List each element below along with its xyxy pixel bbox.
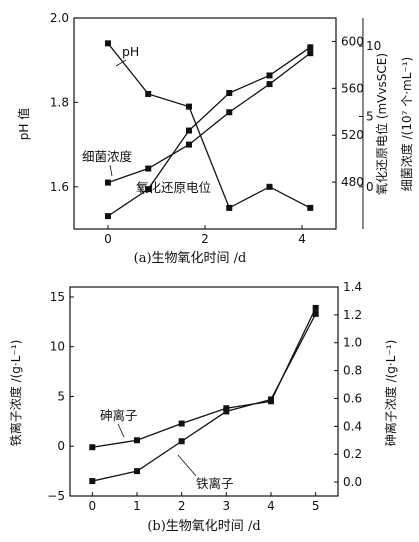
y-left-tick-label: 10 bbox=[50, 340, 65, 354]
leader-orp bbox=[137, 183, 145, 195]
ylabel-right1-a: 氧化还原电位 (mVvsSCE) bbox=[374, 53, 389, 195]
series-1-0-point bbox=[312, 304, 319, 311]
x-tick-label: 3 bbox=[223, 499, 231, 513]
y-right1-tick-label: 520 bbox=[341, 128, 364, 142]
series-0-2-point bbox=[226, 109, 233, 116]
leader-iron bbox=[177, 454, 197, 477]
ylabel-right-b: 砷离子浓度 /(g·L⁻¹) bbox=[383, 340, 398, 446]
ylabel-right2-a: 细菌浓度 /(10⁷ 个·mL⁻¹) bbox=[399, 57, 414, 191]
series-0-2-point bbox=[307, 50, 314, 57]
series-1-0-point bbox=[89, 444, 96, 451]
series-1-1-point bbox=[89, 478, 96, 485]
y-left-tick-label: 5 bbox=[57, 389, 65, 403]
series-0-0-point bbox=[226, 204, 233, 211]
y-right2-tick-label: 5 bbox=[366, 109, 374, 123]
series-0-1-point bbox=[145, 186, 152, 193]
series-0-2-point bbox=[185, 141, 192, 148]
y-right-tick-label: 1.2 bbox=[343, 308, 362, 322]
y-right-tick-label: 1.0 bbox=[343, 336, 362, 350]
y-right-tick-label: 0.2 bbox=[343, 447, 362, 461]
y-right-tick-label: 0.8 bbox=[343, 364, 362, 378]
y-left-tick-label: 2.0 bbox=[50, 11, 69, 25]
annotation-iron: 铁离子 bbox=[196, 476, 234, 491]
series-0-0-point bbox=[266, 183, 273, 190]
annotation-arsenic: 砷离子 bbox=[100, 408, 138, 423]
x-tick-label: 1 bbox=[133, 499, 141, 513]
y-right1-tick-label: 600 bbox=[341, 34, 364, 48]
x-tick-label: 0 bbox=[89, 499, 97, 513]
series-1-1-point bbox=[268, 396, 274, 403]
series-0-1-point bbox=[307, 44, 314, 51]
series-0-0-point bbox=[185, 103, 192, 110]
series-1-0-point bbox=[178, 420, 185, 427]
y-right1-tick-label: 480 bbox=[341, 175, 364, 189]
panel-a: 0 2 4 1.6 1.8 2.0 480 520 560 600 0 5 10 pH 细菌浓度 氧化还… bbox=[16, 11, 414, 266]
series-0-2-line bbox=[107, 52, 311, 184]
y-right-tick-label: 1.4 bbox=[343, 280, 362, 294]
leader-ph bbox=[115, 59, 127, 67]
series-0-1-point bbox=[104, 213, 111, 220]
series-1-1-point bbox=[178, 438, 185, 445]
y-left-tick-label: 15 bbox=[50, 290, 65, 304]
series-0-2-point bbox=[104, 179, 111, 186]
plot-frame-b bbox=[69, 286, 339, 497]
panel-b: 0 1 2 3 4 5 −5 0 5 10 15 0.0 0.2 0.4 0.6 0.8 1.0 1.2 1.4 砷… bbox=[8, 280, 398, 534]
caption-a: (a)生物氧化时间 /d bbox=[134, 251, 247, 266]
x-tick-label: 4 bbox=[298, 232, 306, 246]
series-0-1-point bbox=[226, 90, 233, 97]
annotation-bacteria: 细菌浓度 bbox=[82, 149, 133, 164]
y-left-tick-label: 1.8 bbox=[50, 95, 69, 109]
series-1-1-point bbox=[312, 310, 319, 317]
ylabel-left-b: 铁离子浓度 /(g·L⁻¹) bbox=[8, 340, 23, 446]
x-tick-label: 5 bbox=[312, 499, 320, 513]
series-0-0-point bbox=[104, 40, 111, 47]
y-right-tick-label: 0.4 bbox=[343, 419, 362, 433]
x-tick-label: 0 bbox=[104, 232, 112, 246]
y-right2-tick-label: 0 bbox=[366, 180, 374, 194]
series-1-0-point bbox=[134, 437, 140, 444]
y-left-tick-label: 1.6 bbox=[50, 180, 69, 194]
series-0-0-line bbox=[107, 42, 311, 209]
annotation-orp: 氧化还原电位 bbox=[136, 180, 211, 195]
y-right2-tick-label: 10 bbox=[366, 39, 381, 53]
series-0-1-point bbox=[266, 72, 273, 79]
caption-b: (b)生物氧化时间 /d bbox=[147, 519, 260, 534]
series-0-1-point bbox=[185, 127, 192, 134]
leader-arsenic bbox=[117, 423, 125, 438]
x-tick-label: 2 bbox=[178, 499, 186, 513]
annotation-ph: pH bbox=[122, 44, 139, 59]
series-1-0-point bbox=[223, 405, 230, 412]
y-left-tick-label: 0 bbox=[57, 439, 65, 453]
x-tick-label: 2 bbox=[201, 232, 209, 246]
series-0-0-point bbox=[145, 90, 152, 97]
series-1-1-point bbox=[134, 468, 140, 475]
series-0-2-point bbox=[145, 165, 152, 172]
y-right-tick-label: 0.6 bbox=[343, 391, 362, 405]
y-right1-tick-label: 560 bbox=[341, 81, 364, 95]
leader-bacteria bbox=[109, 164, 113, 177]
x-tick-label: 4 bbox=[267, 499, 275, 513]
series-1-1-line bbox=[92, 313, 317, 482]
series-0-1-line bbox=[107, 46, 311, 217]
y-right-tick-label: 0.0 bbox=[343, 475, 362, 489]
series-1-1-point bbox=[223, 408, 230, 415]
ylabel-left-a: pH 值 bbox=[16, 108, 31, 140]
y-left-tick-label: −5 bbox=[47, 489, 65, 503]
series-0-2-point bbox=[266, 81, 273, 88]
series-0-0-point bbox=[307, 204, 314, 211]
